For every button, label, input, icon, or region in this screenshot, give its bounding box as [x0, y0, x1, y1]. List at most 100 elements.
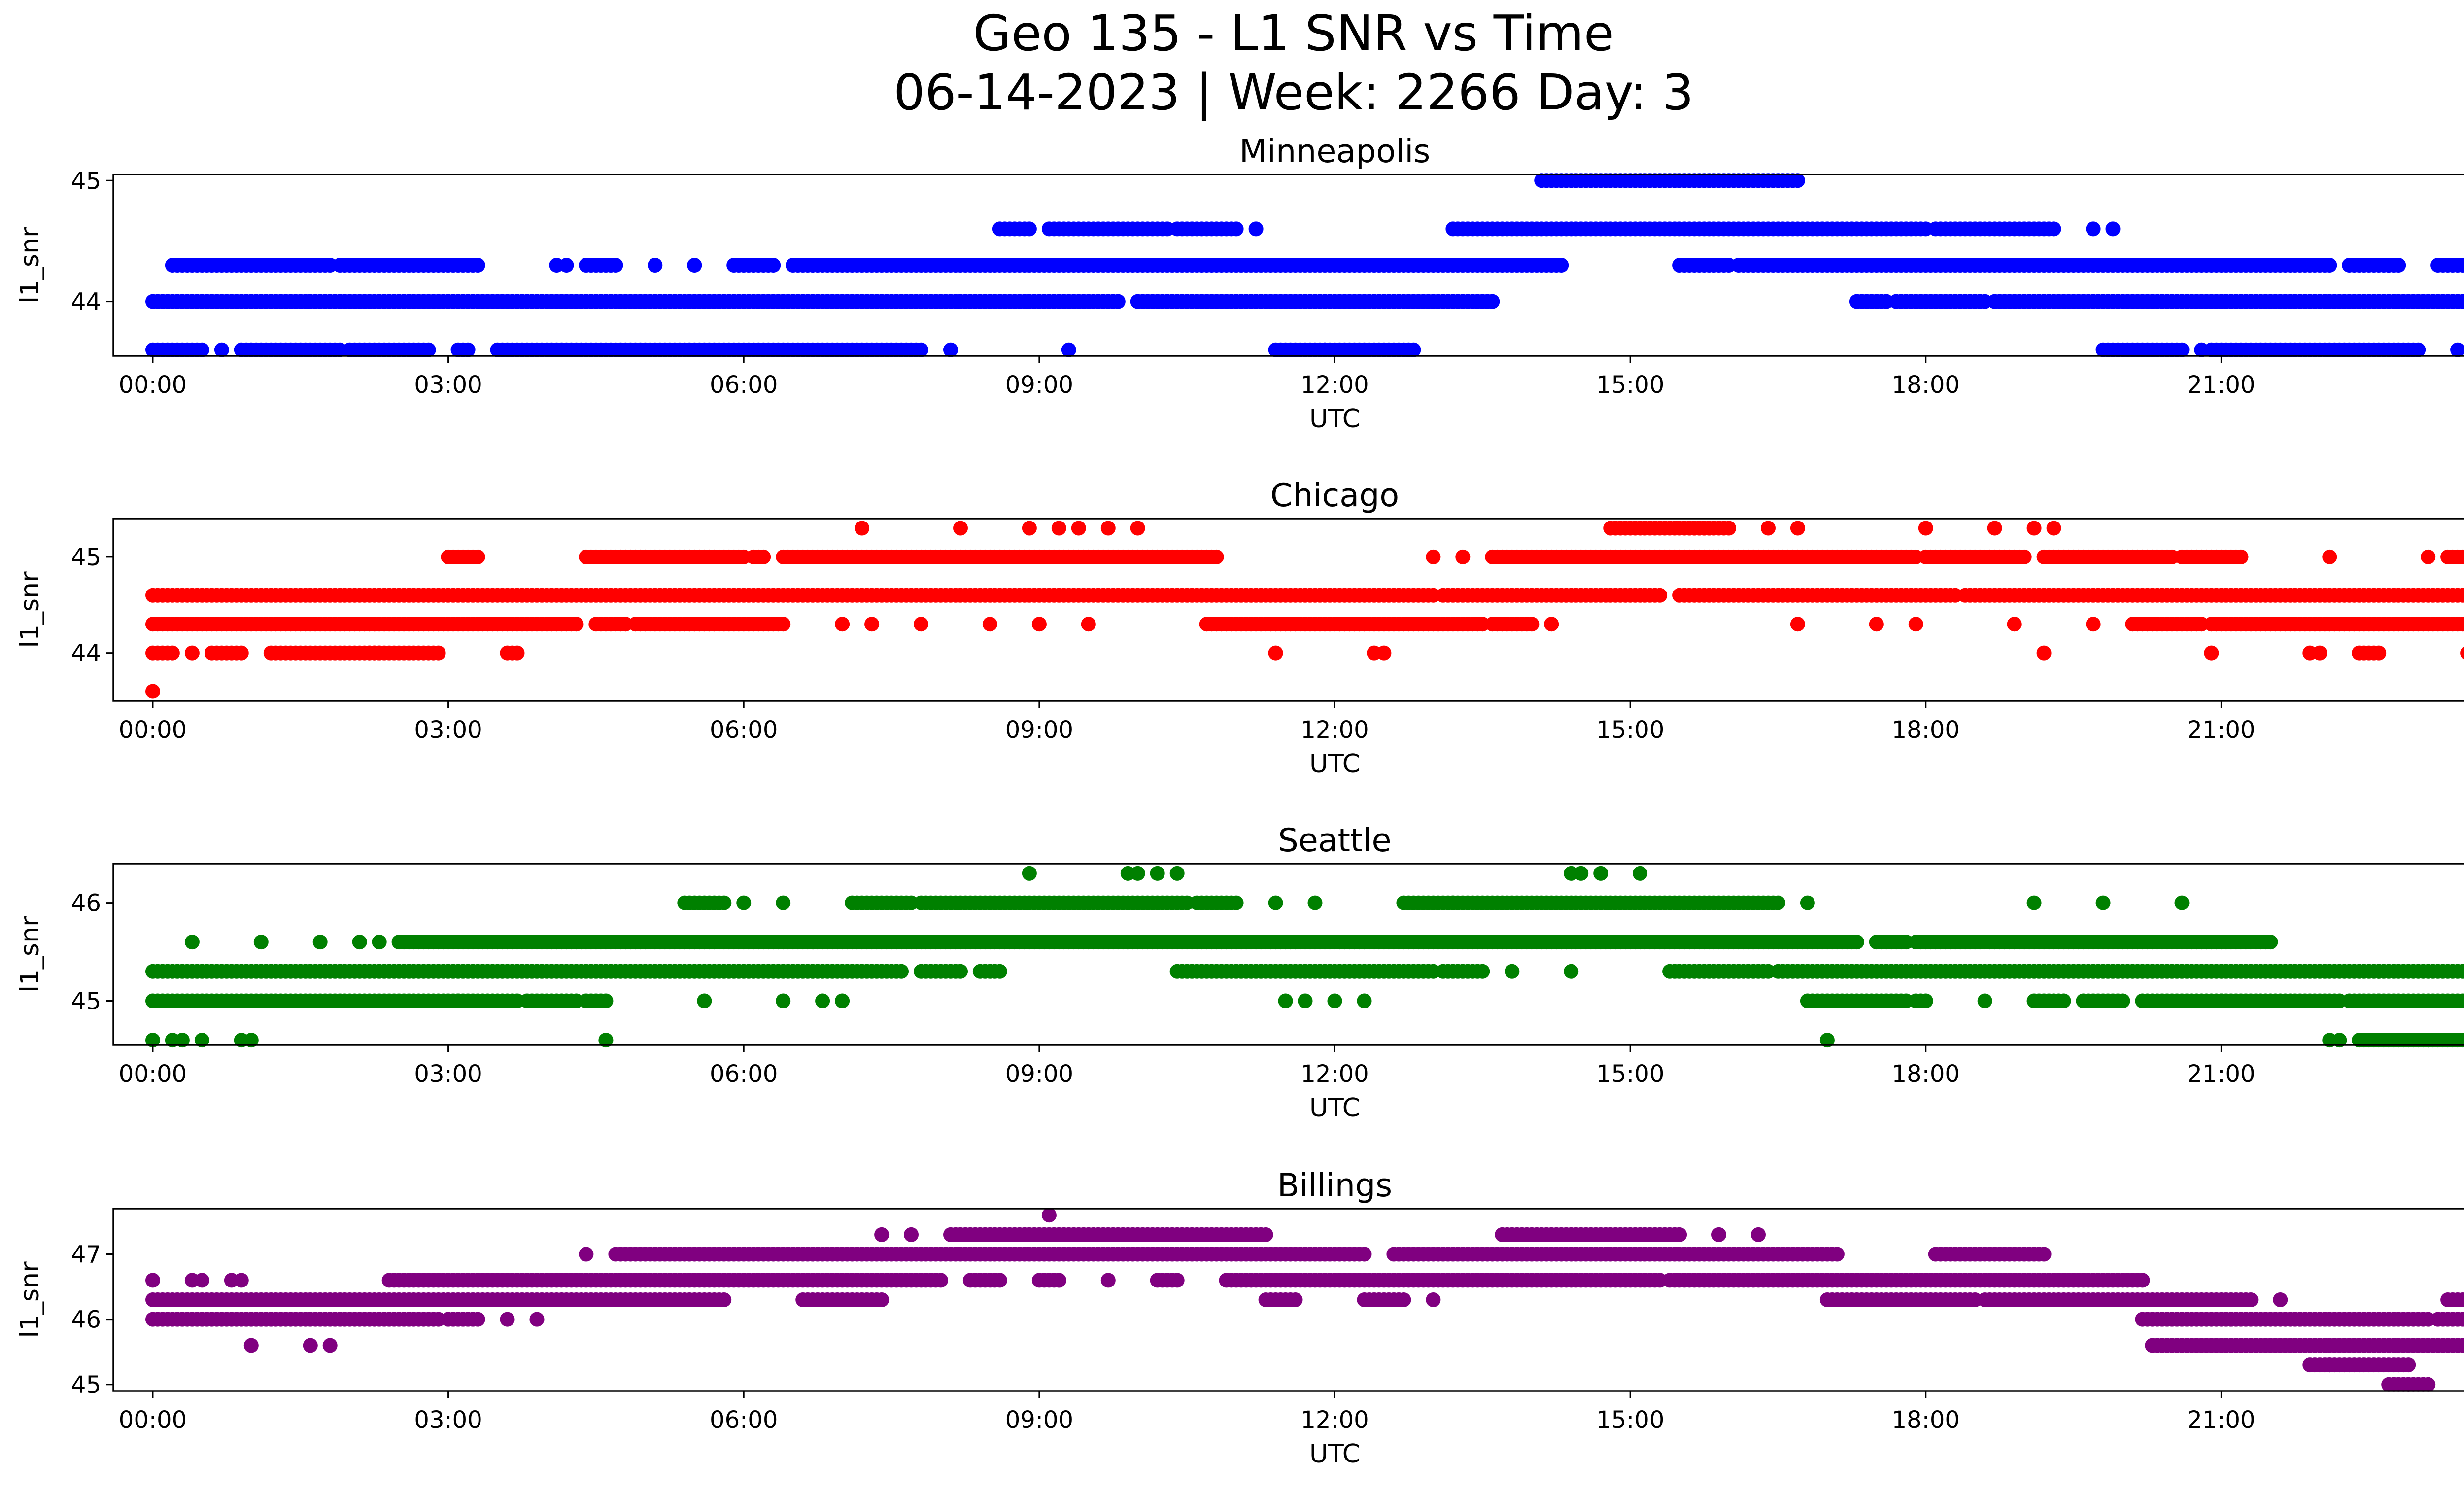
- data-point: [1426, 1292, 1441, 1307]
- data-point: [914, 342, 928, 357]
- y-tick-label: 45: [71, 544, 101, 571]
- data-point: [717, 1292, 732, 1307]
- data-point: [312, 935, 328, 950]
- x-tick-label: 06:00: [710, 1060, 778, 1088]
- data-point: [253, 935, 269, 950]
- data-point: [1317, 342, 1333, 357]
- series-points: [145, 521, 2464, 699]
- data-point: [145, 1033, 160, 1048]
- data-point: [697, 993, 712, 1008]
- data-point: [2421, 1377, 2436, 1392]
- data-point: [2460, 994, 2464, 1008]
- data-point: [243, 1033, 259, 1048]
- data-point: [569, 617, 584, 632]
- data-point: [2007, 617, 2022, 632]
- data-point: [1100, 521, 1116, 536]
- data-point: [1869, 617, 1884, 632]
- data-point: [460, 342, 476, 357]
- x-tick-label: 09:00: [1005, 371, 1073, 399]
- data-point: [1051, 1273, 1066, 1288]
- data-point: [2105, 221, 2121, 237]
- data-point: [2460, 1339, 2464, 1352]
- data-point: [2460, 1313, 2464, 1326]
- subplot-title: Chicago: [1270, 477, 1399, 514]
- data-point: [982, 617, 997, 632]
- data-point: [1061, 342, 1076, 357]
- data-point: [2204, 645, 2219, 661]
- data-point: [2460, 1033, 2464, 1047]
- data-point: [2322, 258, 2337, 273]
- data-point: [2036, 645, 2052, 661]
- x-tick-label: 00:00: [119, 1060, 187, 1088]
- data-point: [2174, 342, 2190, 357]
- x-tick-label: 12:00: [1300, 1406, 1369, 1434]
- data-point: [470, 549, 485, 564]
- y-tick-label: 44: [71, 640, 101, 667]
- data-point: [2322, 1357, 2337, 1373]
- data-point: [2086, 617, 2101, 632]
- data-point: [1022, 221, 1037, 237]
- data-point: [194, 342, 209, 357]
- y-tick-label: 47: [71, 1241, 101, 1269]
- data-point: [2174, 895, 2190, 910]
- x-tick-label: 21:00: [2187, 371, 2255, 399]
- figure-title-line2: 06-14-2023 | Week: 2266 Day: 3: [893, 64, 1693, 121]
- data-point: [1051, 521, 1066, 536]
- data-point: [2332, 1033, 2347, 1048]
- x-tick-label: 00:00: [119, 716, 187, 744]
- y-tick-label: 45: [71, 1371, 101, 1399]
- data-point: [184, 645, 200, 661]
- data-point: [1918, 993, 1933, 1008]
- x-axis-label: UTC: [1309, 404, 1360, 434]
- data-point: [894, 964, 909, 979]
- x-tick-label: 21:00: [2187, 1060, 2255, 1088]
- data-point: [1652, 588, 1668, 603]
- x-tick-label: 18:00: [1892, 371, 1960, 399]
- data-point: [559, 258, 574, 273]
- data-point: [145, 684, 160, 699]
- data-point: [1130, 521, 1145, 536]
- data-point: [1426, 549, 1441, 564]
- data-point: [470, 258, 485, 273]
- data-point: [1829, 1247, 1845, 1262]
- data-point: [1357, 1247, 1372, 1262]
- data-point: [1702, 521, 1716, 536]
- data-point: [1790, 173, 1805, 188]
- x-tick-label: 15:00: [1596, 1406, 1664, 1434]
- series-points: [145, 173, 2464, 357]
- data-point: [1130, 866, 1145, 881]
- data-point: [835, 617, 850, 632]
- data-point: [835, 993, 850, 1008]
- x-tick-label: 12:00: [1300, 371, 1369, 399]
- data-point: [914, 617, 928, 632]
- data-point: [1485, 294, 1500, 309]
- data-point: [1406, 342, 1421, 357]
- x-tick-label: 09:00: [1005, 1406, 1073, 1434]
- data-point: [1022, 521, 1037, 536]
- data-point: [2381, 258, 2396, 273]
- data-point: [1110, 294, 1126, 309]
- data-point: [598, 1033, 614, 1048]
- x-tick-label: 03:00: [414, 1060, 482, 1088]
- x-tick-label: 12:00: [1300, 1060, 1369, 1088]
- data-point: [2312, 645, 2327, 661]
- data-point: [1248, 221, 1264, 237]
- data-point: [1298, 993, 1313, 1008]
- y-tick-label: 45: [71, 987, 101, 1015]
- data-point: [1918, 521, 1933, 536]
- data-point: [2401, 1357, 2416, 1373]
- data-point: [2460, 258, 2464, 272]
- x-tick-label: 06:00: [710, 716, 778, 744]
- x-axis-label: UTC: [1309, 1093, 1360, 1123]
- data-point: [243, 1338, 259, 1353]
- data-point: [500, 1312, 515, 1327]
- data-point: [352, 935, 367, 950]
- data-point: [2046, 521, 2061, 536]
- data-point: [1268, 895, 1283, 910]
- data-point: [2026, 895, 2042, 910]
- data-point: [1327, 993, 1342, 1008]
- series-points: [145, 1208, 2464, 1392]
- y-tick-label: 45: [71, 167, 101, 195]
- data-point: [1761, 521, 1776, 536]
